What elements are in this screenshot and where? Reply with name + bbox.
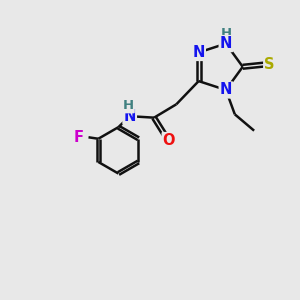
Text: H: H bbox=[123, 99, 134, 112]
Text: N: N bbox=[193, 45, 205, 60]
Text: N: N bbox=[220, 36, 232, 51]
Text: O: O bbox=[163, 133, 175, 148]
Text: H: H bbox=[221, 27, 232, 40]
Text: N: N bbox=[124, 109, 136, 124]
Text: F: F bbox=[74, 130, 83, 145]
Text: S: S bbox=[264, 57, 275, 72]
Text: N: N bbox=[220, 82, 232, 98]
